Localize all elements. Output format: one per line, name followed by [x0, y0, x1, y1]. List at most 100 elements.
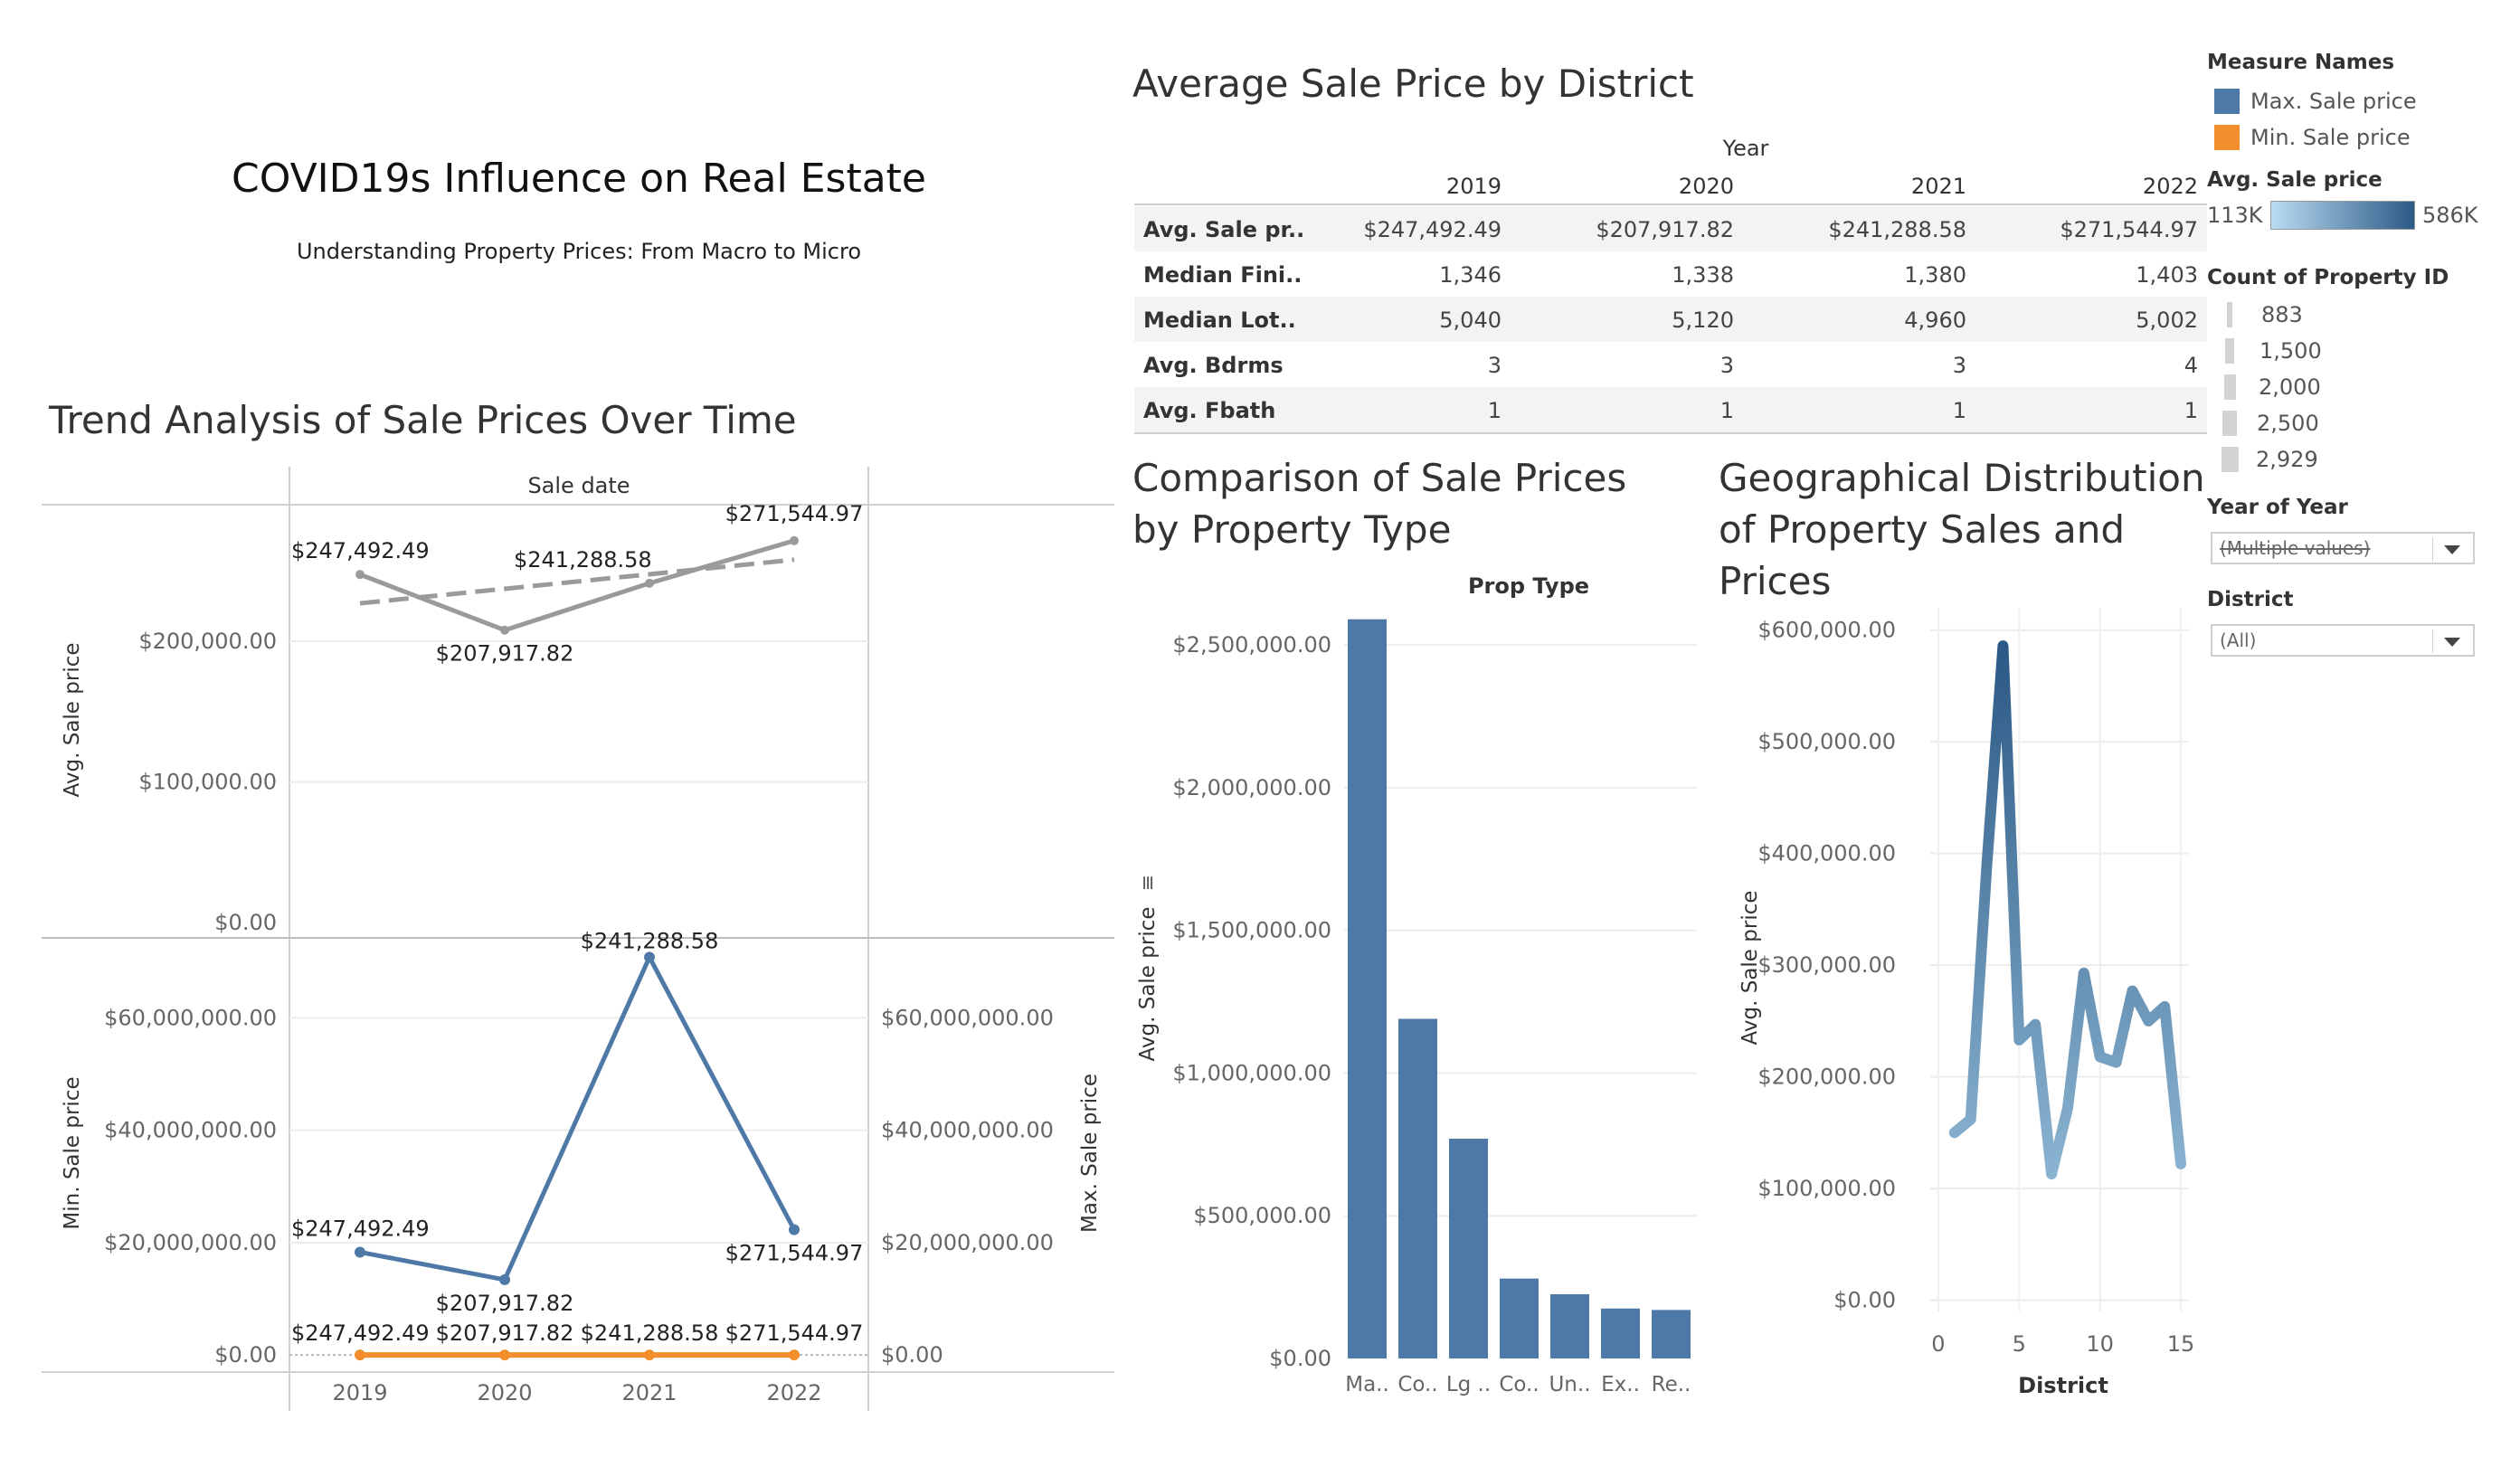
chevron-down-icon[interactable]	[2444, 545, 2460, 554]
legend-item-max-label: Max. Sale price	[2250, 89, 2417, 114]
x-tick-label: 10	[2086, 1331, 2114, 1357]
y-axis-label-right: Max. Sale price	[1078, 1074, 1102, 1233]
avg-price-line	[359, 538, 795, 633]
x-tick-label: Re..	[1652, 1373, 1691, 1396]
district-filter-title: District	[2207, 588, 2294, 611]
avg-price-point	[500, 625, 509, 635]
table-column-header: 2019	[1446, 174, 1502, 199]
count-value: 2,000	[2259, 374, 2321, 400]
column-header: Sale date	[527, 473, 630, 498]
count-legend-item: 2,000	[2207, 369, 2506, 405]
max-data-label: $247,492.49	[291, 1216, 430, 1241]
data-label: $271,544.97	[725, 501, 864, 526]
table-column-header: 2021	[1911, 174, 1966, 199]
y-tick-label-left: $40,000,000.00	[104, 1118, 277, 1143]
table-cell: 3	[1488, 353, 1502, 378]
count-value: 2,500	[2257, 411, 2319, 436]
min-price-point	[644, 1349, 655, 1361]
district-chart-title: Geographical Distribution of Property Sa…	[1719, 452, 2225, 607]
x-tick-label: 2019	[332, 1380, 387, 1405]
min-price-point	[789, 1349, 800, 1361]
district-chart[interactable]: $600,000.00 $500,000.00 $400,000.00 $300,00…	[1719, 597, 2207, 1411]
district-chart-title-text: Geographical Distribution of Property Sa…	[1719, 456, 2205, 603]
y-tick-label-left: $60,000,000.00	[104, 1005, 277, 1030]
bar	[1652, 1310, 1691, 1358]
x-tick-label: Ma..	[1345, 1373, 1389, 1396]
avg-price-legend-title: Avg. Sale price	[2207, 168, 2383, 192]
table-cell: 1,338	[1672, 262, 1734, 288]
count-legend-item: 1,500	[2207, 333, 2506, 369]
dashboard-subtitle: Understanding Property Prices: From Macr…	[296, 239, 862, 264]
table-cell: 1,403	[2136, 262, 2198, 288]
count-mark	[2222, 447, 2239, 472]
avg-price-color-scale: 113K 586K	[2207, 201, 2506, 230]
year-filter-title: Year of Year	[2207, 496, 2348, 519]
count-value: 883	[2261, 302, 2303, 327]
legend-item-min[interactable]: Min. Sale price	[2207, 119, 2506, 156]
y-tick-label-left: $20,000,000.00	[104, 1230, 277, 1255]
count-legend-list: 883 1,500 2,000 2,500 2,929	[2207, 297, 2506, 478]
bar	[1449, 1139, 1488, 1358]
legend-item-max[interactable]: Max. Sale price	[2207, 83, 2506, 119]
table-cell: 1	[1953, 398, 1966, 423]
bar	[1550, 1294, 1589, 1358]
y-tick-label: $200,000.00	[1757, 1065, 1896, 1090]
y-axis-label: Avg. Sale price	[1136, 906, 1160, 1061]
count-legend-item: 883	[2207, 297, 2506, 333]
table-cell: 1	[2184, 398, 2198, 423]
min-data-label: $271,544.97	[725, 1320, 864, 1346]
max-price-line	[359, 951, 797, 1282]
min-data-label: $241,288.58	[581, 1320, 719, 1346]
count-mark	[2224, 374, 2236, 400]
year-filter-dropdown[interactable]: (Multiple values)	[2211, 532, 2475, 564]
legend-item-min-label: Min. Sale price	[2250, 125, 2411, 150]
y-tick-label: $2,500,000.00	[1172, 632, 1331, 658]
x-tick-label: 2021	[621, 1380, 677, 1405]
table-cell: 5,120	[1672, 308, 1734, 333]
y-tick-label: $0.00	[1269, 1346, 1331, 1371]
x-tick-label: 15	[2167, 1331, 2195, 1357]
min-data-label: $207,917.82	[436, 1320, 574, 1346]
district-filter-value: (All)	[2220, 629, 2257, 651]
min-swatch	[2214, 125, 2240, 150]
table-column-header: 2022	[2143, 174, 2198, 199]
y-tick-label-right: $20,000,000.00	[881, 1230, 1054, 1255]
max-swatch	[2214, 89, 2240, 114]
count-legend-item: 2,500	[2207, 405, 2506, 441]
y-tick-label: $2,000,000.00	[1172, 775, 1331, 800]
bar	[1500, 1278, 1539, 1358]
district-table[interactable]: Year 2019 2020 2021 2022 Avg. Sale pr.. $247,4…	[1122, 127, 2207, 434]
y-tick-label: $1,000,000.00	[1172, 1060, 1331, 1085]
trend-chart[interactable]: Sale date $200,000.00 $100,000.00 $0.00 Avg.…	[0, 452, 1122, 1420]
chevron-down-icon[interactable]	[2444, 638, 2460, 647]
count-value: 2,929	[2256, 447, 2318, 472]
bar	[1348, 619, 1387, 1358]
bar-chart[interactable]: Prop Type $2,500,000.00 $2,000,000.00 $1,50…	[1122, 561, 1719, 1420]
count-mark	[2225, 338, 2234, 364]
table-cell: 3	[1953, 353, 1966, 378]
district-filter-separator	[2432, 629, 2433, 653]
table-row-label: Avg. Bdrms	[1143, 353, 1284, 378]
table-cell: 5,040	[1439, 308, 1502, 333]
dashboard-title: COVID19s Influence on Real Estate	[231, 156, 926, 202]
table-cell: 1	[1720, 398, 1734, 423]
max-price-point	[644, 951, 655, 963]
x-tick-label: 2020	[477, 1380, 532, 1405]
y-axis-label-left: Min. Sale price	[61, 1076, 84, 1229]
table-cell: $207,917.82	[1596, 217, 1734, 242]
district-filter-dropdown[interactable]: (All)	[2211, 624, 2475, 657]
min-data-label: $247,492.49	[291, 1320, 430, 1346]
table-cell: $271,544.97	[2060, 217, 2198, 242]
count-mark	[2227, 302, 2232, 327]
data-label: $247,492.49	[291, 538, 430, 563]
table-cell: 1	[1488, 398, 1502, 423]
max-data-label: $207,917.82	[436, 1291, 574, 1316]
y-tick-label: $1,500,000.00	[1172, 918, 1331, 943]
y-tick-label: $500,000.00	[1757, 729, 1896, 754]
y-tick-label: $0.00	[1833, 1288, 1896, 1313]
y-axis-label: Avg. Sale price	[1738, 890, 1762, 1045]
table-cell: 1,346	[1439, 262, 1502, 288]
table-row-band	[1134, 297, 2207, 342]
data-label: $207,917.82	[436, 641, 574, 667]
bar-column-header: Prop Type	[1468, 573, 1589, 599]
